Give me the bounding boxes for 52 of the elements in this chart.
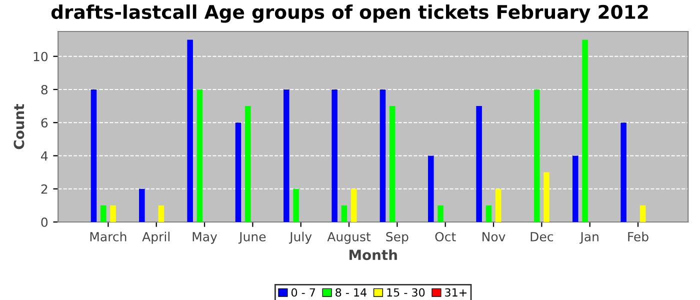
legend-label: 0 - 7 [291,288,315,297]
x-tick-label: Nov [482,232,506,242]
bar [139,188,145,222]
bar [110,205,116,222]
x-axis-title: Month [349,249,397,260]
bar [582,40,588,222]
bar [284,89,290,222]
x-tick-label: March [90,232,126,242]
bar [640,205,646,222]
bar [572,156,578,222]
bar [158,205,164,222]
x-tick-label: Dec [530,232,553,242]
x-tick-label: June [238,232,266,244]
y-tick-label: 4 [41,151,48,160]
y-tick-label: 6 [41,118,48,128]
x-tick-label: May [192,232,218,244]
bar [293,188,299,222]
x-tick-label: April [142,232,170,244]
y-axis-title: Count [14,104,24,150]
bar [196,89,203,222]
chart-title: drafts-lastcall Age groups of open tickets February 2012 [51,4,648,23]
bar [380,89,386,222]
bar [486,205,492,222]
x-tick-label: Jan [580,232,598,244]
legend-label: 15 - 30 [387,288,425,297]
x-tick-label: Feb [628,232,648,242]
y-tick-label: 10 [34,52,48,62]
x-tick-label: August [327,232,371,244]
legend-label: 8 - 14 [336,288,366,297]
y-tick-label: 0 [41,217,48,227]
bar [438,205,444,222]
y-tick-label: 2 [41,184,48,194]
x-tick-label: Oct [435,232,456,242]
bar [428,156,434,222]
bar [187,40,193,222]
bar [332,89,338,222]
bar [100,205,106,222]
bar [235,122,242,222]
bar [350,188,357,222]
bar [544,172,550,222]
bar [244,106,251,222]
bar [620,122,626,222]
legend-label: 31+ [445,288,467,297]
y-tick-label: 8 [41,84,48,94]
x-tick-label: Sep [386,232,408,244]
bar [476,106,482,222]
x-tick-label: July [288,232,312,244]
bar [90,89,97,222]
bar [389,106,396,222]
bar [534,89,540,222]
bar [495,188,502,222]
bar [341,205,348,222]
